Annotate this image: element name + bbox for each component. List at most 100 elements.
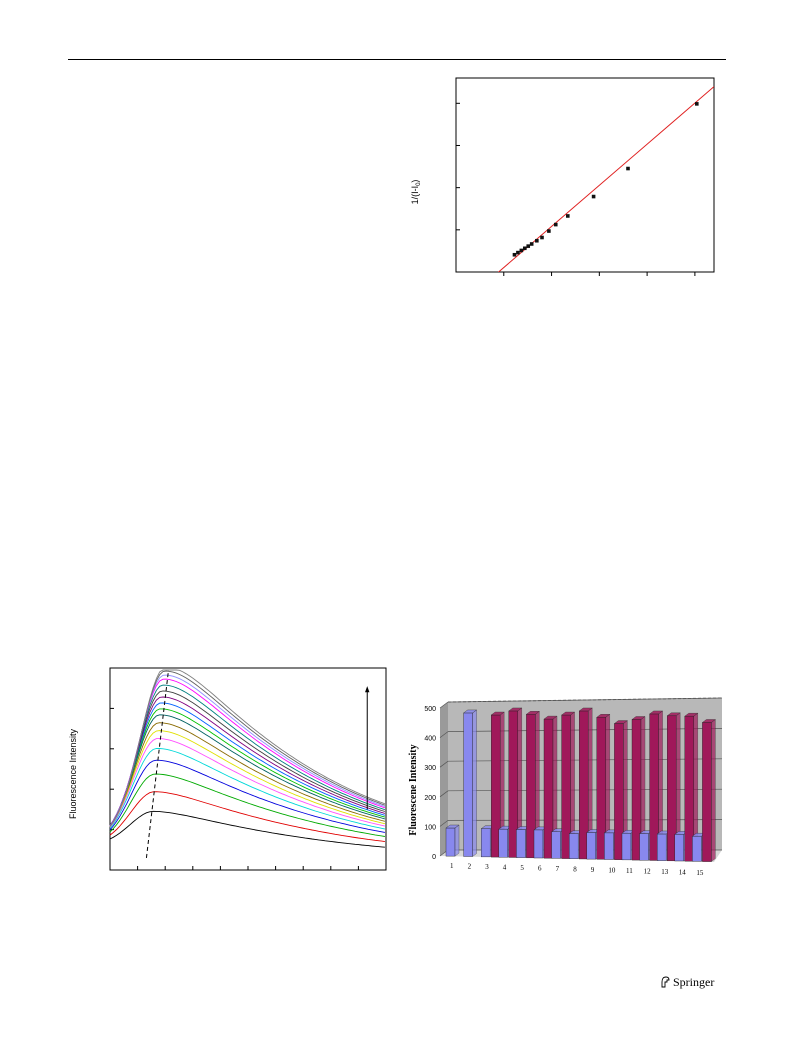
publisher-name: Springer <box>673 975 715 989</box>
bar-series-2 <box>702 722 712 862</box>
spectrum-line <box>109 684 386 826</box>
data-point <box>553 222 558 227</box>
x-tick-label: 6 <box>538 865 542 873</box>
bar-series-1 <box>621 833 632 861</box>
bar-series-1-side <box>454 824 460 857</box>
bar-series-1 <box>516 829 526 858</box>
bar-series-1 <box>657 833 667 861</box>
x-tick-label: 3 <box>485 863 489 871</box>
y-tick-label: 300 <box>424 765 436 772</box>
data-point <box>535 238 539 243</box>
data-point <box>591 194 596 199</box>
y-axis-label: Fluorescene Intensity <box>408 744 419 835</box>
data-point <box>516 250 520 255</box>
plot-frame <box>455 77 715 273</box>
peak-shift-line <box>145 669 170 858</box>
bar-series-2-top <box>631 716 646 720</box>
data-point <box>526 244 531 248</box>
bar-series-2-top <box>543 715 558 720</box>
grid-line <box>447 697 723 703</box>
data-point <box>626 166 630 171</box>
y-tick-label: 100 <box>424 824 436 831</box>
bar-series-2-top <box>684 712 699 717</box>
bar-series-1 <box>480 828 491 858</box>
bar-series-1-side <box>472 709 477 857</box>
bar-series-1 <box>498 828 509 858</box>
bar-series-1 <box>586 832 597 860</box>
x-tick-label: 13 <box>661 868 669 876</box>
left-wall <box>440 702 448 856</box>
spectrum-line <box>109 747 385 830</box>
y-tick-label: 0 <box>432 854 436 861</box>
x-tick-label: 12 <box>644 868 652 876</box>
data-point <box>523 246 527 251</box>
bar-series-2-top <box>596 714 611 718</box>
x-tick-label: 11 <box>626 867 633 875</box>
spectrum-line <box>109 708 386 826</box>
x-tick-label: 4 <box>503 864 507 872</box>
bar-series-1 <box>445 827 456 857</box>
bar-series-2-top <box>701 719 716 723</box>
x-tick-label: 15 <box>696 869 704 877</box>
bar-series-2-top <box>561 711 576 716</box>
increase-arrow-head <box>365 686 370 693</box>
y-tick-label: 500 <box>424 706 436 713</box>
springer-horse-icon <box>661 976 670 988</box>
spectrum-line <box>109 810 385 848</box>
spectrum-line <box>109 722 386 827</box>
bar-series-1 <box>463 712 473 857</box>
header-rule <box>68 59 726 60</box>
data-point <box>512 252 517 257</box>
fluorescence-spectra-plot: Fluorescence Intensity <box>60 664 392 880</box>
grid-diag <box>439 790 449 798</box>
spectrum-line <box>109 791 385 843</box>
bar-series-1 <box>639 833 649 861</box>
grid-diag <box>439 701 449 709</box>
bar-series-1 <box>533 829 544 859</box>
spectra-svg: Fluorescence Intensity <box>68 667 387 871</box>
bar-series-1 <box>604 832 614 860</box>
bar-series-2-top <box>578 707 593 712</box>
spectrum-line <box>109 714 386 826</box>
x-tick-label: 8 <box>573 866 577 874</box>
data-point <box>566 214 570 218</box>
spectrum-line <box>109 670 386 827</box>
bar-series-1-top <box>462 709 478 714</box>
x-tick-label: 7 <box>556 865 560 873</box>
x-tick-label: 2 <box>468 863 472 871</box>
x-tick-label: 5 <box>520 864 524 872</box>
spectrum-line <box>109 738 386 828</box>
linear-fit-plot: 1/(I-I0) <box>400 70 730 288</box>
bar-series-1-top <box>445 824 460 829</box>
bar-series-2-top <box>666 712 681 716</box>
y-axis-label: 1/(I-I0) <box>410 180 422 205</box>
bar-series-2-top <box>649 710 664 715</box>
bar-series-2-top <box>490 711 505 716</box>
y-tick-label: 200 <box>424 795 436 802</box>
selectivity-bar-chart: 0 100 200 300 400 500 1 2 3 4 5 6 7 8 9 10 11 12 13 14 15 F… <box>400 690 735 880</box>
x-tick-label: 9 <box>591 866 595 874</box>
bar-series-1 <box>551 831 561 859</box>
spectrum-line <box>109 773 385 837</box>
x-tick-label: 14 <box>679 869 687 877</box>
grid-diag <box>439 731 449 738</box>
fit-line <box>497 86 714 272</box>
plot-marks <box>497 86 714 272</box>
data-point <box>519 248 524 253</box>
spectrum-line <box>109 730 386 827</box>
spectrum-line <box>109 759 385 833</box>
linear-fit-svg: 1/(I-I0) <box>410 77 715 276</box>
bar-series-1 <box>568 833 579 859</box>
x-tick-label: 10 <box>608 867 616 875</box>
data-point <box>540 235 544 240</box>
data-point <box>695 102 699 106</box>
spectrum-line <box>109 678 386 826</box>
data-point <box>547 229 551 233</box>
plot-axes <box>455 77 715 276</box>
spectrum-line <box>109 696 386 826</box>
bar-chart-marks: 1 2 3 4 5 6 7 8 9 10 11 12 13 14 15 <box>445 707 716 877</box>
spectra-marks <box>109 669 386 858</box>
grid-diag <box>439 760 449 768</box>
y-axis-label: Fluorescence Intensity <box>68 728 78 819</box>
